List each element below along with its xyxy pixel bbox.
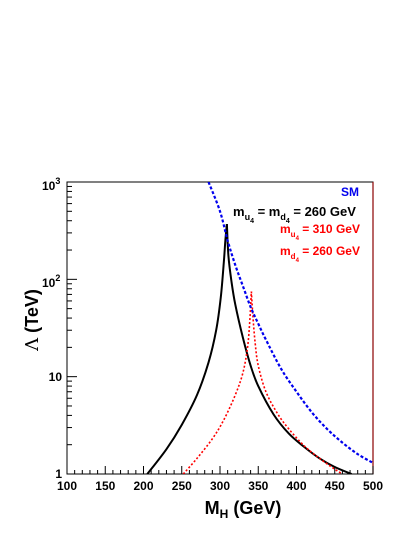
legend-red-1: mu4 = 310 GeV [280, 222, 360, 242]
series-black-left [146, 223, 228, 474]
y-axis-title: Λ (TeV) [22, 289, 43, 352]
y-tick-label-1: 1 [55, 467, 62, 481]
x-tick-label-200: 200 [133, 479, 153, 493]
y-tick-label-100: 102 [42, 273, 60, 290]
y-tick-label-1000: 103 [42, 176, 60, 193]
series-sm [207, 182, 373, 464]
series-red-right [250, 291, 343, 474]
y-tick-label-10: 10 [49, 370, 63, 384]
legend-black: mu4 = md4 = 260 GeV [233, 204, 356, 225]
legend-red-2: md4 = 260 GeV [280, 244, 360, 264]
x-tick-label-450: 450 [325, 479, 345, 493]
ticks-group [66, 181, 374, 475]
x-tick-label-100: 100 [57, 479, 77, 493]
x-tick-label-250: 250 [172, 479, 192, 493]
x-tick-label-400: 400 [286, 479, 306, 493]
series-black-right [225, 223, 352, 474]
x-tick-label-300: 300 [210, 479, 230, 493]
legend-sm: SM [341, 185, 359, 199]
series-red-left [182, 291, 253, 474]
x-axis-title: MH (GeV) [205, 498, 282, 521]
x-tick-label-350: 350 [248, 479, 268, 493]
x-tick-label-150: 150 [95, 479, 115, 493]
x-tick-label-500: 500 [363, 479, 383, 493]
series-group [146, 182, 373, 474]
